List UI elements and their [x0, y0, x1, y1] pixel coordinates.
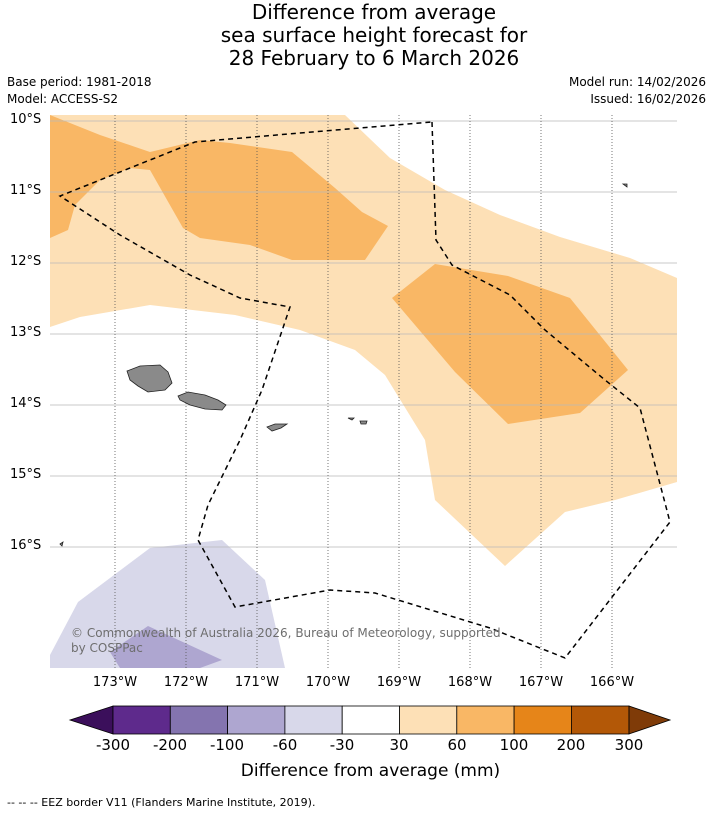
eez-border	[58, 121, 671, 659]
issued-date: Issued: 16/02/2026	[590, 92, 706, 106]
colorbar-bin-7	[456, 705, 515, 735]
colorbar-tick-minus60: -60	[272, 736, 298, 754]
anomaly-region-minus100-minus60	[110, 626, 222, 668]
island-tutuila	[266, 423, 289, 432]
longitude-gridlines	[114, 115, 613, 668]
island-manua-1	[347, 417, 355, 421]
colorbar-tick-minus30: -30	[329, 736, 355, 754]
lat-label-14s: 14°S	[10, 396, 42, 411]
lon-label-171w: 171°W	[234, 675, 280, 690]
lat-label-15s: 15°S	[10, 467, 42, 482]
title-line-2: sea surface height forecast for	[220, 23, 528, 47]
colorbar-bin-8	[513, 705, 572, 735]
colorbar-tick-60: 60	[447, 736, 467, 754]
anomaly-region-60-100-east	[392, 264, 628, 424]
base-period: Base period: 1981-2018	[7, 75, 152, 89]
model-run: Model run: 14/02/2026	[568, 75, 706, 89]
colorbar-bin-9	[571, 705, 630, 735]
lon-label-166w: 166°W	[589, 675, 635, 690]
latitude-gridlines	[50, 120, 677, 548]
colorbar-extend-high	[628, 705, 672, 735]
anomaly-region-minus60-minus30	[50, 540, 285, 668]
lon-label-170w: 170°W	[305, 675, 351, 690]
lat-label-12s: 12°S	[10, 254, 42, 269]
lon-label-169w: 169°W	[376, 675, 422, 690]
land-islands	[59, 183, 628, 547]
island-manua-2	[359, 420, 368, 425]
colorbar-extend-low	[68, 705, 114, 735]
island-north-1	[621, 183, 628, 188]
colorbar-bin-4	[284, 705, 343, 735]
colorbar-tick-200: 200	[556, 736, 586, 754]
colorbar-bin-2	[169, 705, 229, 735]
eez-legend-footer: -- -- -- EEZ border V11 (Flanders Marine…	[7, 796, 316, 809]
colorbar-tick-300: 300	[614, 736, 644, 754]
colorbar-tick-minus100: -100	[209, 736, 245, 754]
colorbar-bin-5	[341, 705, 400, 735]
title-line-1: Difference from average	[251, 0, 497, 24]
lon-label-168w: 168°W	[447, 675, 493, 690]
colorbar-tick-minus200: -200	[152, 736, 188, 754]
island-savaii	[126, 364, 173, 393]
colorbar-tick-30: 30	[389, 736, 409, 754]
island-upolu	[177, 391, 227, 411]
meta-right: Model run: 14/02/2026 Issued: 16/02/2026	[569, 74, 706, 108]
colorbar-title: Difference from average (mm)	[240, 761, 501, 781]
colorbar-tick-minus300: -300	[95, 736, 131, 754]
lat-label-11s: 11°S	[10, 183, 42, 198]
colorbar-bin-3	[227, 705, 286, 735]
island-west	[59, 541, 64, 547]
lat-label-16s: 16°S	[10, 538, 42, 553]
map-title: Difference from average sea surface heig…	[0, 1, 713, 70]
copyright-notice: © Commonwealth of Australia 2026, Bureau…	[71, 626, 501, 655]
colorbar-tick-100: 100	[499, 736, 529, 754]
meta-left: Base period: 1981-2018 Model: ACCESS-S2	[7, 74, 152, 108]
model-name: Model: ACCESS-S2	[7, 92, 119, 106]
lon-label-173w: 173°W	[92, 675, 138, 690]
anomaly-region-60-100-west	[50, 115, 388, 260]
lat-label-10s: 10°S	[10, 112, 42, 127]
lat-label-13s: 13°S	[10, 325, 42, 340]
lon-label-172w: 172°W	[163, 675, 209, 690]
lon-label-167w: 167°W	[518, 675, 564, 690]
colorbar-bin-1	[112, 705, 171, 735]
title-line-3: 28 February to 6 March 2026	[228, 46, 520, 70]
colorbar-bin-6	[399, 705, 458, 735]
colorbar	[68, 705, 672, 735]
